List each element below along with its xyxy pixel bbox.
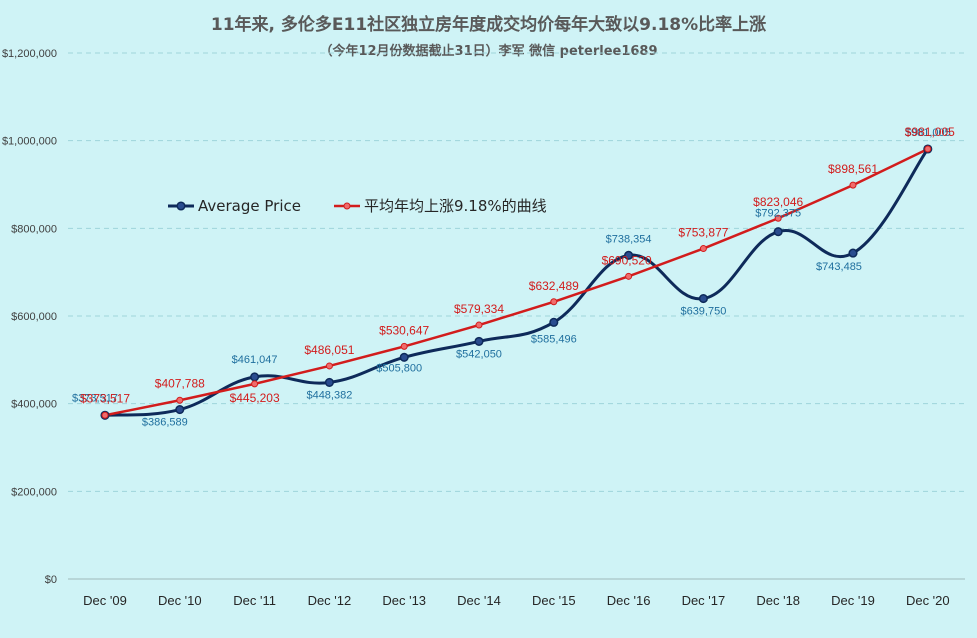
data-label-average-price: $542,050 bbox=[456, 348, 502, 360]
data-label-trend: $753,877 bbox=[678, 226, 728, 240]
x-tick-label: Dec '14 bbox=[457, 593, 501, 608]
x-tick-label: Dec '13 bbox=[382, 593, 426, 608]
x-tick-label: Dec '09 bbox=[83, 593, 127, 608]
point-trend bbox=[176, 396, 184, 404]
point-average-price bbox=[399, 352, 409, 362]
x-tick-label: Dec '16 bbox=[607, 593, 651, 608]
point-trend bbox=[849, 181, 857, 189]
y-tick-label: $0 bbox=[45, 574, 57, 586]
point-average-price bbox=[474, 336, 484, 346]
point-trend bbox=[325, 362, 333, 370]
x-tick-label: Dec '18 bbox=[756, 593, 800, 608]
point-average-price bbox=[250, 372, 260, 382]
data-label-average-price: $639,750 bbox=[680, 306, 726, 318]
x-tick-label: Dec '20 bbox=[906, 593, 950, 608]
legend-marker-average-price bbox=[176, 201, 186, 211]
data-label-trend: $486,051 bbox=[304, 343, 354, 357]
point-trend bbox=[625, 272, 633, 280]
point-trend bbox=[475, 321, 483, 329]
point-average-price bbox=[698, 294, 708, 304]
data-label-average-price: $373,517 bbox=[72, 392, 118, 404]
data-label-average-price: $461,047 bbox=[232, 354, 278, 366]
data-label-average-price: $505,800 bbox=[376, 362, 422, 374]
data-label-average-price: $792,375 bbox=[755, 208, 801, 220]
x-tick-label: Dec '10 bbox=[158, 593, 202, 608]
data-label-trend: $530,647 bbox=[379, 323, 429, 337]
data-label-average-price: $585,496 bbox=[531, 333, 577, 345]
x-tick-label: Dec '19 bbox=[831, 593, 875, 608]
x-tick-label: Dec '11 bbox=[233, 593, 276, 608]
legend-label-trend: 平均年均上涨9.18%的曲线 bbox=[364, 197, 547, 215]
y-tick-label: $200,000 bbox=[11, 486, 57, 498]
data-label-trend: $632,489 bbox=[529, 279, 579, 293]
point-average-price bbox=[175, 404, 185, 415]
point-average-price bbox=[848, 248, 858, 258]
legend-marker-trend bbox=[343, 202, 351, 210]
chart-title: 11年来, 多伦多E11社区独立房年度成交均价每年大致以9.18%比率上涨 bbox=[210, 15, 767, 35]
data-label-average-price: $738,354 bbox=[606, 233, 652, 245]
point-average-price bbox=[773, 227, 783, 237]
data-label-trend: $898,561 bbox=[828, 162, 878, 176]
data-label-trend: $981,005 bbox=[905, 125, 955, 139]
data-label-average-price: $981,005 bbox=[905, 127, 951, 139]
point-trend bbox=[400, 342, 408, 350]
data-label-trend: $823,046 bbox=[753, 195, 803, 209]
data-label-trend: $373,517 bbox=[80, 391, 130, 405]
point-average-price bbox=[549, 317, 559, 327]
y-tick-label: $1,000,000 bbox=[2, 136, 57, 148]
legend-label-average-price: Average Price bbox=[198, 197, 301, 215]
y-tick-label: $600,000 bbox=[11, 311, 57, 323]
series-line-average-price bbox=[104, 148, 930, 417]
point-trend bbox=[774, 214, 782, 222]
point-average-price bbox=[324, 377, 334, 388]
x-tick-label: Dec '17 bbox=[682, 593, 726, 608]
point-trend bbox=[251, 380, 259, 388]
point-trend bbox=[550, 298, 558, 306]
data-label-trend: $407,788 bbox=[155, 376, 205, 390]
y-tick-label: $1,200,000 bbox=[2, 48, 57, 60]
data-label-average-price: $386,589 bbox=[142, 417, 188, 429]
x-tick-label: Dec '12 bbox=[308, 593, 352, 608]
chart-subtitle: （今年12月份数据截止31日）李军 微信 peterlee1689 bbox=[319, 44, 658, 59]
y-tick-label: $800,000 bbox=[11, 223, 57, 235]
point-trend bbox=[699, 245, 707, 253]
data-label-trend: $445,203 bbox=[230, 391, 280, 405]
data-label-trend: $690,520 bbox=[602, 253, 652, 267]
y-tick-label: $400,000 bbox=[11, 399, 57, 411]
x-tick-label: Dec '15 bbox=[532, 593, 576, 608]
data-label-average-price: $743,485 bbox=[816, 261, 862, 273]
point-trend bbox=[924, 145, 932, 153]
series-line-trend bbox=[104, 147, 929, 417]
data-label-average-price: $448,382 bbox=[306, 389, 352, 401]
point-trend bbox=[101, 411, 109, 419]
data-label-trend: $579,334 bbox=[454, 302, 504, 316]
point-average-price bbox=[624, 250, 634, 260]
